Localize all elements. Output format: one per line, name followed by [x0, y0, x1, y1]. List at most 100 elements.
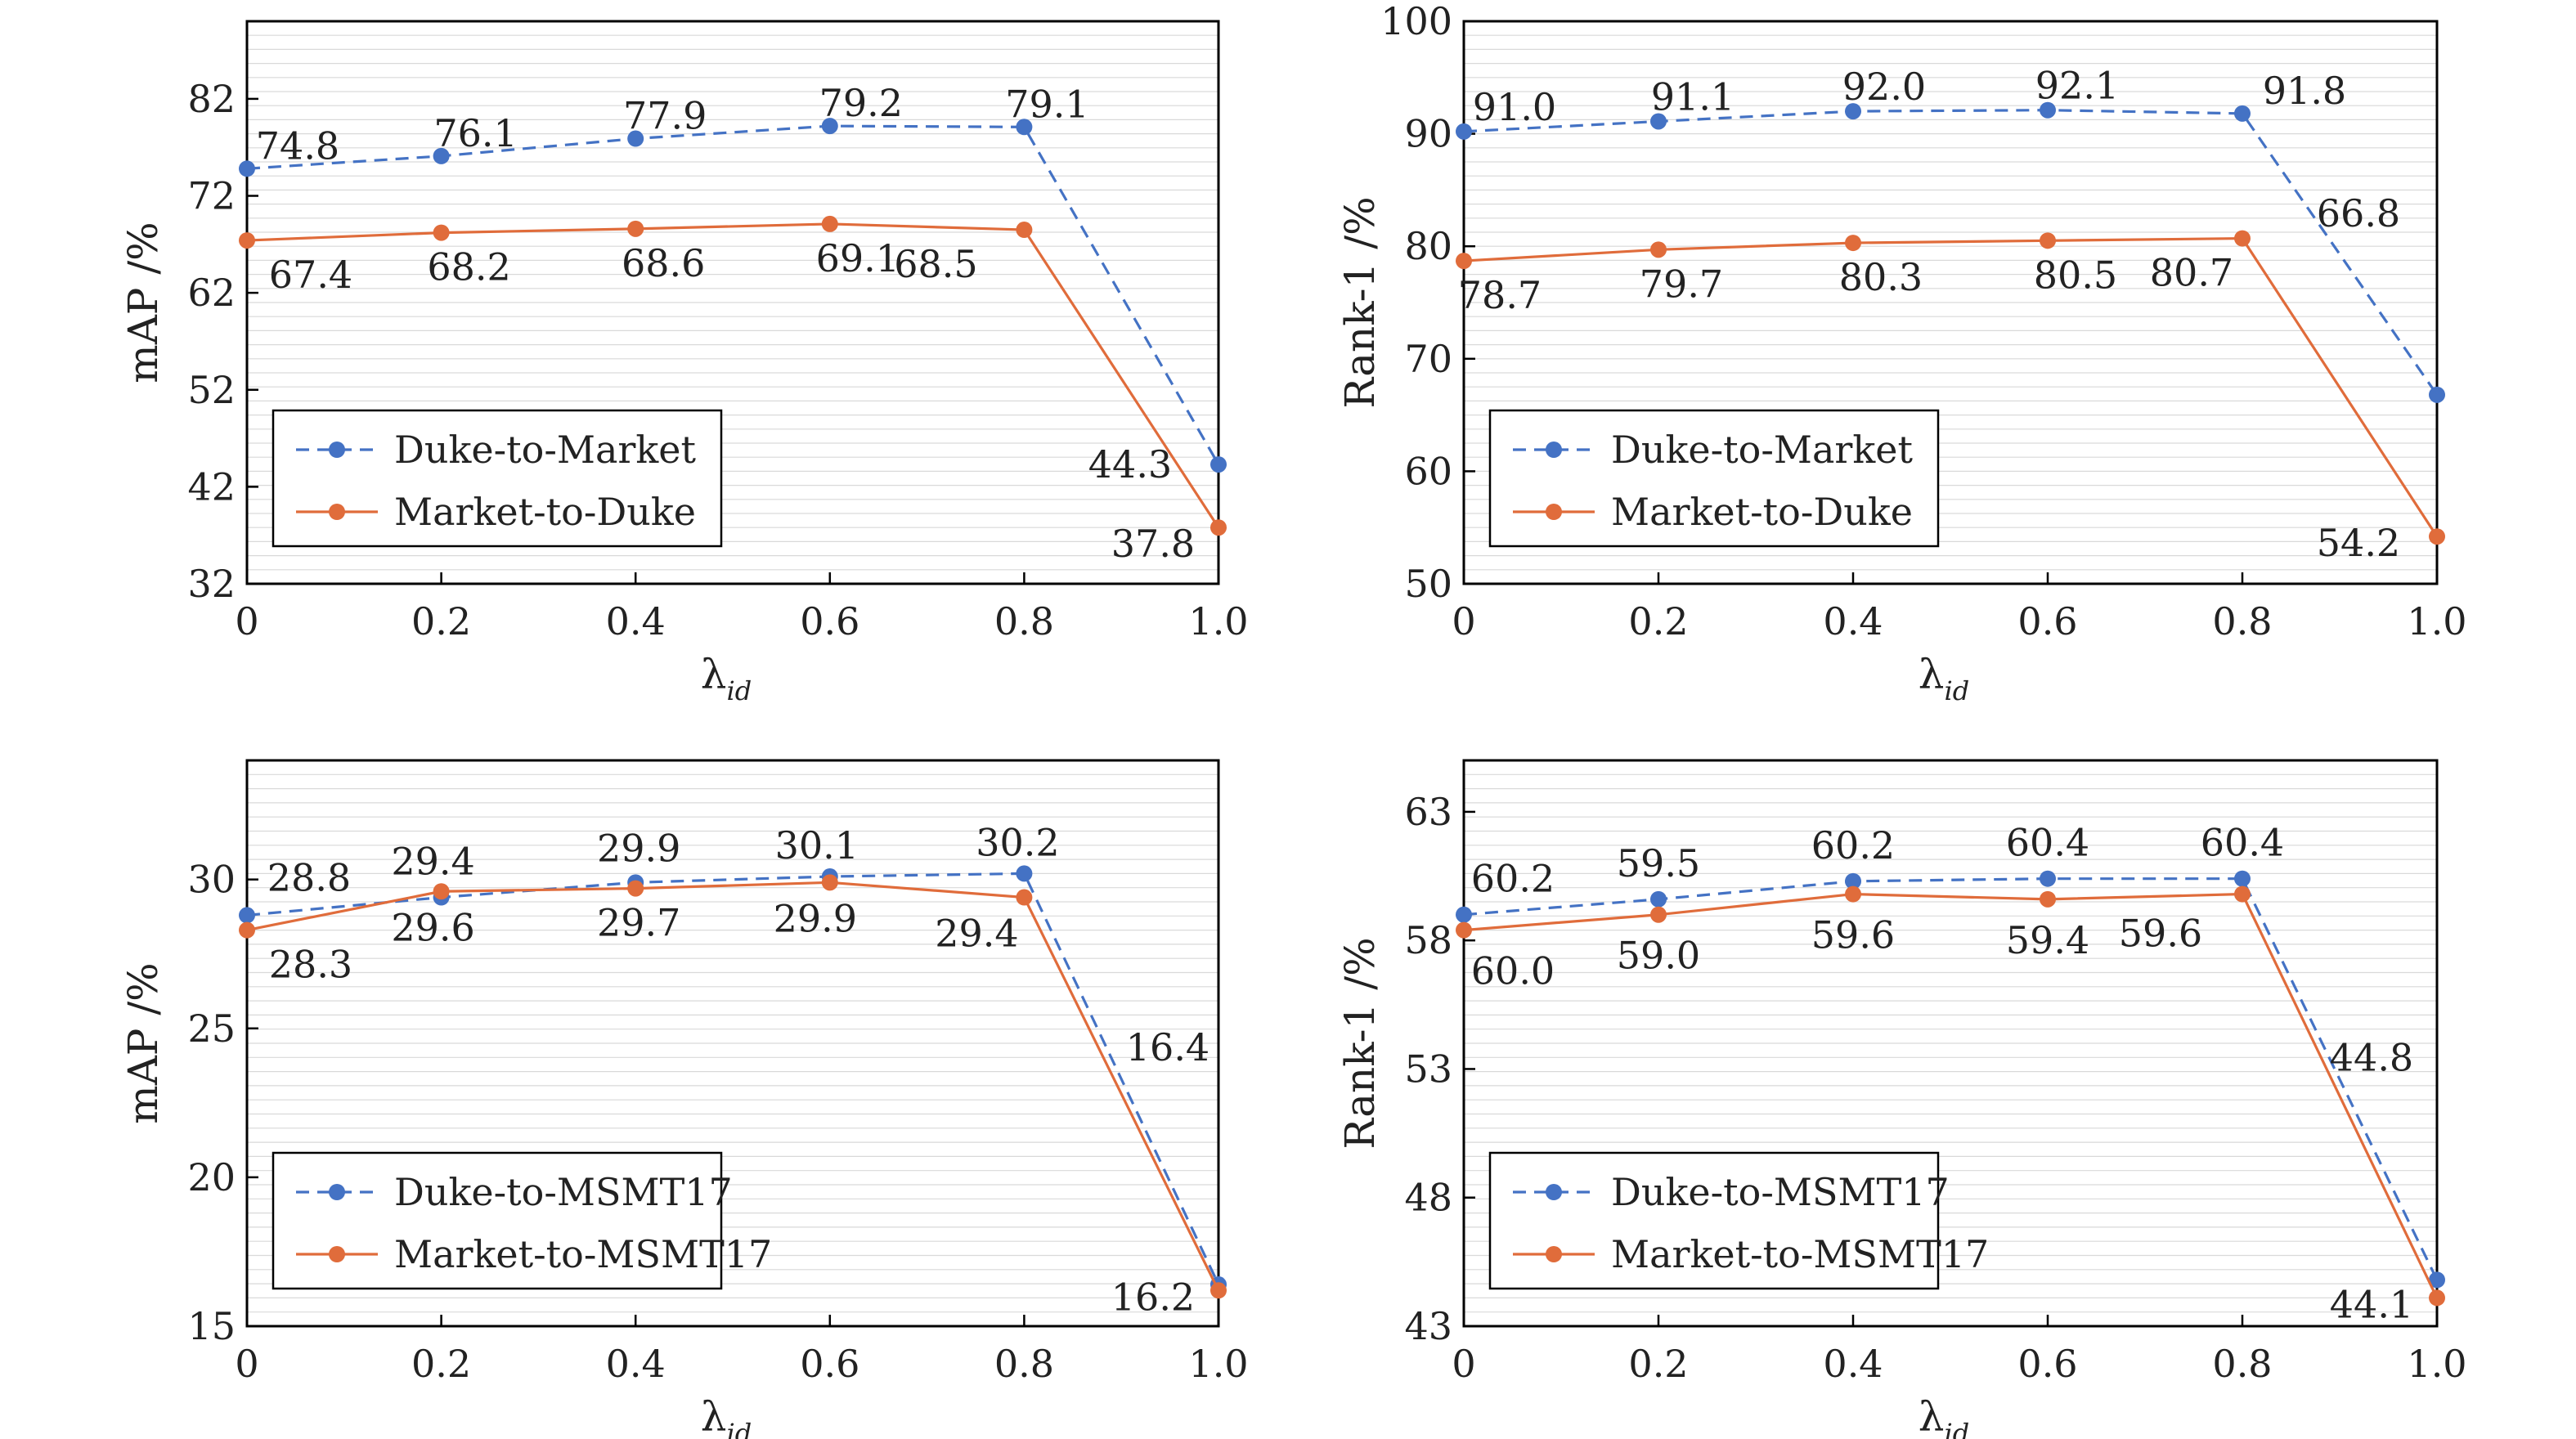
- data-point: [2429, 528, 2445, 545]
- legend-swatch-marker: [329, 442, 345, 458]
- data-label: 91.1: [1651, 74, 1735, 119]
- chart-panel-3: 15 20 25 30 0 0.2 0.4 0.6 0.8 1.0 λid mAP /% 28.8 29.…: [119, 759, 1249, 1439]
- data-label: 60.2: [1471, 857, 1555, 901]
- x-tick-label: 0.2: [1628, 599, 1688, 643]
- x-tick-label: 1.0: [1188, 1342, 1248, 1386]
- data-point: [239, 907, 255, 924]
- legend-swatch-marker: [1546, 1246, 1562, 1262]
- x-tick-label: 0.4: [1823, 1342, 1883, 1386]
- y-tick-label: 53: [1404, 1047, 1452, 1091]
- data-label: 80.5: [2034, 253, 2117, 297]
- x-tick-label: 0.6: [800, 1342, 859, 1386]
- chart-panel-2: 50 60 70 80 90 100 0 0.2 0.4 0.6 0.8 1.0 λid Rank-1 /…: [1336, 0, 2467, 706]
- grid: [1464, 773, 2437, 1313]
- data-label: 44.8: [2330, 1035, 2413, 1079]
- x-tick-label: 0.8: [2212, 1342, 2272, 1386]
- y-axis-label: mAP /%: [119, 222, 167, 383]
- data-point: [1650, 906, 1667, 923]
- x-tick-label: 0.2: [411, 599, 471, 643]
- legend-entry: Market-to-Duke: [1611, 490, 1913, 534]
- data-label: 30.2: [976, 820, 1059, 864]
- y-tick-label: 25: [187, 1006, 236, 1051]
- y-tick-label: 70: [1404, 337, 1452, 381]
- series-line-2: [246, 881, 1220, 1292]
- data-point: [627, 220, 644, 237]
- series-line-1: [246, 872, 1220, 1285]
- legend-entry: Duke-to-MSMT17: [394, 1170, 733, 1214]
- y-tick-label: 100: [1380, 0, 1452, 43]
- data-point: [1210, 519, 1227, 536]
- data-label: 76.1: [433, 111, 517, 155]
- legend-swatch-marker: [329, 1246, 345, 1262]
- data-point: [2234, 230, 2251, 247]
- data-point: [239, 160, 255, 177]
- data-point: [2429, 386, 2445, 403]
- data-label: 91.0: [1473, 85, 1556, 129]
- data-point: [1845, 103, 1861, 120]
- data-label: 29.4: [391, 840, 474, 884]
- data-label: 60.2: [1811, 823, 1895, 867]
- x-tick-label: 0.4: [606, 1342, 666, 1386]
- legend-swatch-marker: [329, 1184, 345, 1200]
- legend: Duke-to-MSMT17 Market-to-MSMT17: [272, 1151, 772, 1290]
- data-label: 59.0: [1617, 934, 1700, 978]
- data-label: 29.7: [597, 901, 680, 945]
- legend-box: [272, 409, 723, 548]
- data-label: 67.4: [269, 253, 352, 297]
- data-label: 79.7: [1640, 262, 1723, 306]
- x-tick-label: 0.6: [2017, 1342, 2077, 1386]
- data-label: 78.7: [1458, 273, 1542, 317]
- data-label: 30.1: [775, 823, 859, 867]
- x-tick-label: 0.8: [994, 1342, 1054, 1386]
- data-point: [1650, 890, 1667, 908]
- data-label: 28.8: [267, 855, 351, 899]
- x-tick-label: 0.6: [800, 599, 859, 643]
- data-label: 66.8: [2317, 191, 2400, 235]
- y-tick-label: 63: [1404, 790, 1452, 834]
- data-label: 54.2: [2317, 521, 2400, 565]
- y-tick-label: 62: [187, 271, 236, 315]
- x-axis-label: λid: [1919, 1393, 1969, 1439]
- y-tick-label: 32: [187, 562, 236, 606]
- x-tick-label: 1.0: [2407, 1342, 2466, 1386]
- y-axis-label: Rank-1 /%: [1336, 196, 1384, 408]
- legend-box: [1488, 409, 1940, 548]
- x-tick-label: 1.0: [2407, 599, 2466, 643]
- data-label: 59.5: [1617, 841, 1700, 885]
- legend-swatch-marker: [1546, 1184, 1562, 1200]
- data-point: [1845, 872, 1861, 890]
- data-label: 59.6: [2119, 912, 2202, 956]
- data-label: 60.0: [1471, 949, 1555, 993]
- data-point: [1016, 889, 1033, 906]
- data-point: [1456, 123, 1472, 140]
- data-label: 59.6: [1811, 913, 1895, 957]
- data-label: 16.4: [1126, 1025, 1209, 1069]
- data-point: [1456, 253, 1472, 270]
- data-point: [433, 147, 450, 164]
- legend-entry: Duke-to-Market: [394, 428, 696, 472]
- legend: Duke-to-Market Market-to-Duke: [272, 409, 723, 548]
- x-tick-label: 0.6: [2017, 599, 2077, 643]
- legend-swatch-marker: [1546, 442, 1562, 458]
- x-tick-label: 0: [235, 599, 258, 643]
- y-tick-label: 90: [1404, 112, 1452, 156]
- y-tick-label: 82: [187, 77, 236, 121]
- data-label: 37.8: [1111, 522, 1195, 566]
- data-point: [1845, 235, 1861, 252]
- legend-entry: Market-to-MSMT17: [1611, 1232, 1989, 1276]
- data-label: 68.2: [427, 245, 510, 289]
- data-point: [1016, 865, 1033, 882]
- legend-entry: Duke-to-MSMT17: [1611, 1170, 1950, 1214]
- data-point: [1845, 885, 1861, 903]
- x-tick-label: 0.4: [1823, 599, 1883, 643]
- data-point: [1456, 921, 1472, 939]
- series-line-2: [1463, 236, 2439, 538]
- data-label: 68.6: [622, 241, 705, 285]
- legend: Duke-to-Market Market-to-Duke: [1488, 409, 1940, 548]
- x-tick-label: 0.2: [1628, 1342, 1688, 1386]
- y-tick-label: 43: [1404, 1304, 1452, 1348]
- y-tick-label: 15: [187, 1304, 236, 1348]
- data-label: 92.0: [1842, 65, 1926, 109]
- data-label: 80.3: [1839, 255, 1923, 299]
